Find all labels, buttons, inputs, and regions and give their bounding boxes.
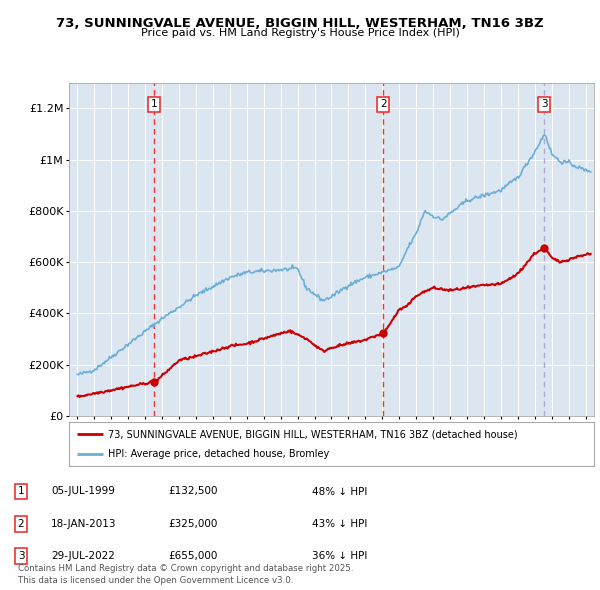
Text: £655,000: £655,000 <box>168 552 217 561</box>
Text: 2: 2 <box>17 519 25 529</box>
Text: 1: 1 <box>151 99 157 109</box>
Text: 3: 3 <box>17 552 25 561</box>
Text: 43% ↓ HPI: 43% ↓ HPI <box>312 519 367 529</box>
Text: £325,000: £325,000 <box>168 519 217 529</box>
Text: 18-JAN-2013: 18-JAN-2013 <box>51 519 116 529</box>
Text: HPI: Average price, detached house, Bromley: HPI: Average price, detached house, Brom… <box>109 449 329 458</box>
Text: £132,500: £132,500 <box>168 487 218 496</box>
Text: 48% ↓ HPI: 48% ↓ HPI <box>312 487 367 496</box>
Text: 2: 2 <box>380 99 386 109</box>
Text: 1: 1 <box>17 487 25 496</box>
Text: 73, SUNNINGVALE AVENUE, BIGGIN HILL, WESTERHAM, TN16 3BZ (detached house): 73, SUNNINGVALE AVENUE, BIGGIN HILL, WES… <box>109 430 518 439</box>
Text: 73, SUNNINGVALE AVENUE, BIGGIN HILL, WESTERHAM, TN16 3BZ: 73, SUNNINGVALE AVENUE, BIGGIN HILL, WES… <box>56 17 544 30</box>
Text: Contains HM Land Registry data © Crown copyright and database right 2025.
This d: Contains HM Land Registry data © Crown c… <box>18 565 353 585</box>
Text: 29-JUL-2022: 29-JUL-2022 <box>51 552 115 561</box>
Text: 05-JUL-1999: 05-JUL-1999 <box>51 487 115 496</box>
Text: 3: 3 <box>541 99 548 109</box>
Text: 36% ↓ HPI: 36% ↓ HPI <box>312 552 367 561</box>
Text: Price paid vs. HM Land Registry's House Price Index (HPI): Price paid vs. HM Land Registry's House … <box>140 28 460 38</box>
